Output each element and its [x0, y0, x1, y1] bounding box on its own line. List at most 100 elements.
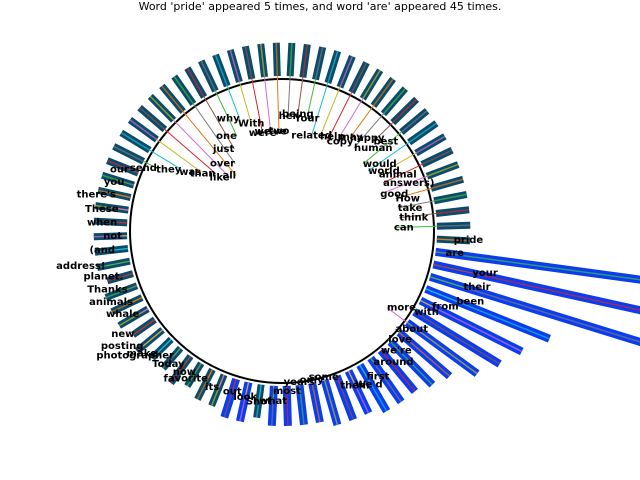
base-circle	[129, 78, 435, 384]
bar-stripe-were	[244, 46, 253, 80]
labels-layer: prideareyourtheirbeenfromwithmoreaboutlo…	[56, 109, 498, 407]
word-label-you: you	[104, 177, 125, 188]
leader-make	[156, 339, 172, 354]
bar-stripe-over	[173, 76, 194, 105]
word-label-about: about	[395, 324, 428, 335]
leader-Shot	[258, 384, 262, 402]
bar-stripe-Your	[314, 46, 324, 80]
word-label-them: them	[340, 380, 369, 391]
word-label-just: just	[212, 144, 234, 155]
leader-new	[134, 319, 156, 335]
bar-stripe-your	[433, 263, 640, 311]
word-label-not: not	[103, 231, 122, 242]
leader-are	[435, 251, 446, 254]
leader-its	[218, 374, 225, 388]
leader-like	[173, 119, 230, 178]
leader-more	[386, 307, 408, 323]
word-label-her: her	[279, 111, 298, 122]
leader-were	[251, 78, 264, 134]
word-label-like: like	[210, 172, 230, 183]
word-label-there's: there's	[77, 189, 116, 200]
leader-favorite	[207, 369, 213, 379]
bar-stripe-good	[426, 163, 459, 177]
leader-With	[238, 81, 252, 124]
leader-just	[203, 96, 235, 150]
bar-stripe-best	[392, 98, 418, 124]
bar-stripe-would	[400, 110, 428, 133]
bar-stripe-one	[200, 60, 217, 92]
word-label-been: been	[456, 296, 484, 307]
bar-stripe-can	[436, 224, 471, 228]
leader-take	[397, 200, 435, 209]
bar-stripe-than	[139, 107, 166, 131]
word-label-With: With	[238, 118, 264, 129]
leader-they	[149, 149, 182, 170]
leader-around	[370, 357, 374, 363]
word-label-happy: happy	[350, 133, 385, 144]
word-label-copy: copy	[327, 137, 354, 148]
bar-stripe-love	[389, 341, 433, 386]
word-label-world: world	[368, 166, 400, 177]
word-label-being: being	[282, 109, 314, 120]
word-label-related: related	[291, 130, 332, 141]
leader-look	[244, 382, 250, 398]
leader-may	[338, 98, 364, 138]
bar-stripe-about	[398, 331, 451, 377]
word-label-address!: address!	[56, 261, 105, 272]
word-label-look: look	[233, 392, 257, 403]
chart-title: Word 'pride' appeared 5 times, and word …	[138, 0, 502, 13]
leader-How	[395, 187, 432, 200]
word-label-when: when	[87, 217, 117, 228]
leader-one	[215, 90, 238, 137]
leader-can	[393, 225, 437, 229]
leader-world	[367, 141, 410, 172]
bar-stripe-they	[120, 132, 151, 151]
bar-stripe-we're	[380, 349, 416, 392]
leader-answers)	[382, 164, 423, 184]
leader-now	[195, 363, 202, 373]
leader-only	[311, 380, 313, 384]
leader-We'd	[348, 370, 356, 385]
word-label-whale: whale	[106, 309, 140, 320]
bar-stripe-with	[413, 311, 500, 365]
word-label-would: would	[363, 159, 397, 170]
bar-stripe-all	[161, 85, 184, 113]
leader-Today	[184, 355, 191, 365]
bar-stripe-more	[406, 321, 478, 375]
leader-best	[373, 122, 394, 142]
leader-Thanks	[127, 285, 138, 290]
bar-stripe-most	[285, 385, 289, 426]
word-label-than: than	[190, 168, 216, 179]
word-label-around: around	[374, 357, 414, 368]
word-label-(and: (and	[89, 245, 115, 256]
bar-stripe-her	[289, 42, 293, 77]
word-label-were: were	[249, 128, 277, 139]
bar-stripe-may	[362, 69, 381, 100]
leader-help	[319, 87, 341, 137]
bar-stripe-related	[327, 50, 339, 84]
leader-being	[297, 77, 304, 115]
bar-stripe-animal	[415, 135, 446, 154]
word-label-we're: we're	[381, 345, 412, 356]
word-label-planet.: planet.	[84, 271, 124, 282]
leader-was	[156, 139, 202, 173]
bar-stripe-we've	[260, 43, 266, 78]
leader-there's	[115, 193, 131, 199]
word-label-take: take	[398, 203, 423, 214]
bar-stripe-human	[382, 88, 406, 115]
word-label-love: love	[388, 335, 412, 346]
leader-all	[182, 111, 237, 176]
leader-two	[276, 76, 280, 132]
bar-stripe-from	[420, 299, 523, 353]
leader-been	[425, 288, 457, 302]
leader-would	[362, 131, 402, 165]
word-label-out: out	[223, 386, 242, 397]
word-label-photographer: photographer	[96, 351, 174, 362]
word-label-Today: Today	[152, 359, 185, 370]
word-label-years: years	[284, 377, 315, 388]
leader-love	[387, 339, 391, 343]
leader-Your	[306, 79, 316, 119]
leader-you	[124, 181, 135, 186]
word-label-now: now	[173, 367, 196, 378]
